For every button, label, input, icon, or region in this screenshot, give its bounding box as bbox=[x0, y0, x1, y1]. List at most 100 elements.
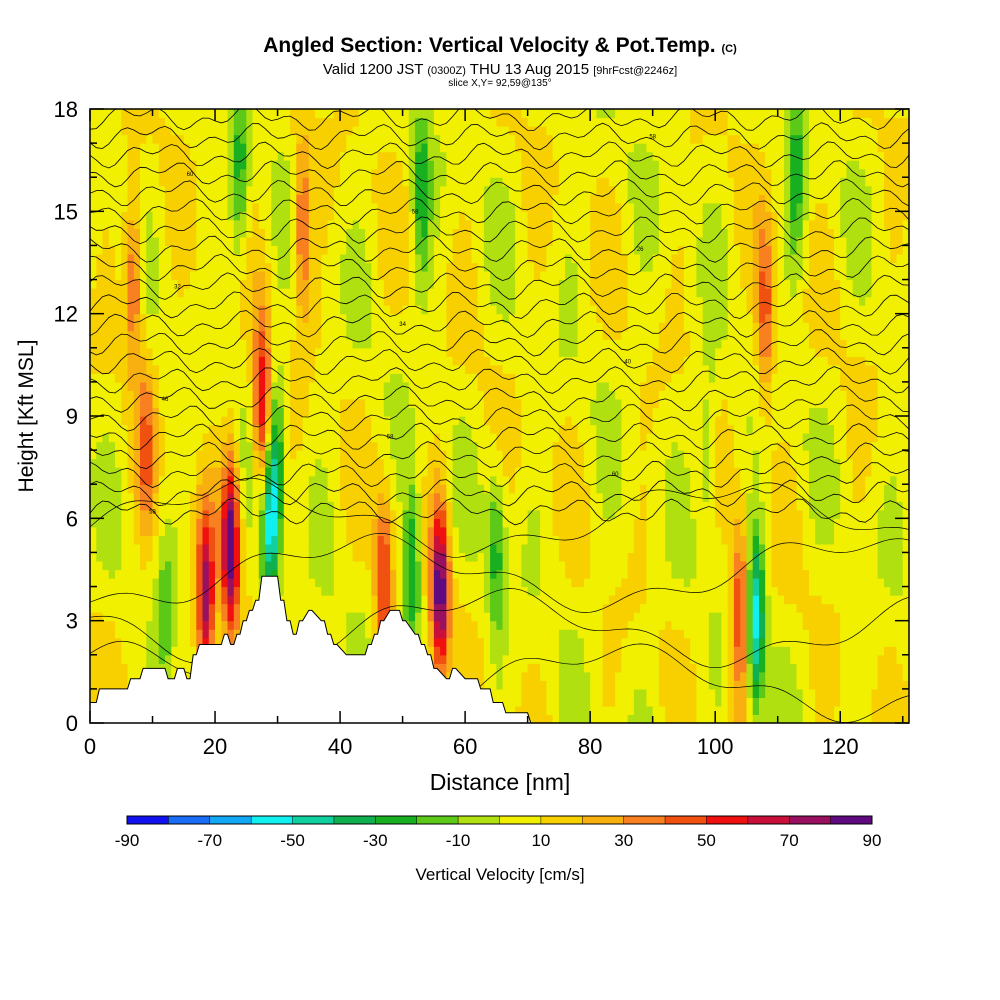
velocity-cell bbox=[258, 543, 266, 553]
velocity-cell bbox=[277, 330, 285, 340]
velocity-cell bbox=[465, 467, 472, 477]
velocity-cell bbox=[202, 347, 210, 357]
velocity-cell bbox=[402, 561, 410, 571]
velocity-cell bbox=[115, 151, 122, 161]
velocity-cell bbox=[433, 271, 441, 281]
velocity-cell bbox=[277, 407, 285, 417]
velocity-cell bbox=[90, 126, 97, 136]
velocity-cell bbox=[415, 450, 422, 460]
velocity-cell bbox=[465, 271, 472, 281]
velocity-cell bbox=[196, 637, 204, 647]
velocity-cell bbox=[252, 561, 260, 571]
velocity-cell bbox=[177, 578, 185, 588]
velocity-cell bbox=[221, 629, 229, 639]
velocity-cell bbox=[440, 637, 447, 647]
velocity-cell bbox=[390, 271, 397, 281]
velocity-cell bbox=[183, 433, 191, 443]
velocity-cell bbox=[158, 313, 166, 323]
velocity-cell bbox=[115, 228, 122, 238]
velocity-cell bbox=[465, 612, 472, 622]
velocity-cell bbox=[358, 433, 366, 443]
velocity-cell bbox=[140, 535, 147, 545]
velocity-cell bbox=[177, 526, 185, 536]
velocity-cell bbox=[496, 569, 504, 579]
velocity-cell bbox=[508, 586, 516, 596]
velocity-cell bbox=[396, 168, 404, 178]
velocity-cell bbox=[471, 586, 479, 596]
velocity-cell bbox=[233, 211, 241, 221]
velocity-cell bbox=[508, 202, 516, 212]
velocity-cell bbox=[446, 305, 454, 315]
velocity-cell bbox=[415, 262, 422, 272]
velocity-cell bbox=[302, 535, 310, 545]
velocity-cell bbox=[383, 458, 391, 468]
velocity-cell bbox=[108, 637, 116, 647]
velocity-cell bbox=[315, 492, 322, 502]
velocity-cell bbox=[133, 654, 141, 664]
velocity-cell bbox=[158, 518, 166, 528]
velocity-cell bbox=[346, 364, 354, 374]
velocity-cell bbox=[490, 467, 497, 477]
velocity-cell bbox=[427, 552, 435, 562]
velocity-cell bbox=[183, 211, 191, 221]
velocity-cell bbox=[102, 535, 110, 545]
velocity-cell bbox=[271, 313, 279, 323]
velocity-cell bbox=[483, 322, 491, 332]
velocity-cell bbox=[271, 433, 279, 443]
velocity-cell bbox=[227, 305, 235, 315]
velocity-cell bbox=[227, 364, 235, 374]
velocity-cell bbox=[390, 509, 397, 519]
velocity-cell bbox=[277, 467, 285, 477]
velocity-cell bbox=[215, 407, 222, 417]
velocity-cell bbox=[346, 492, 354, 502]
velocity-cell bbox=[258, 509, 266, 519]
velocity-cell bbox=[390, 569, 397, 579]
velocity-cell bbox=[315, 143, 322, 153]
velocity-cell bbox=[196, 407, 204, 417]
velocity-cell bbox=[108, 663, 116, 673]
velocity-cell bbox=[171, 117, 179, 127]
velocity-cell bbox=[496, 612, 504, 622]
velocity-cell bbox=[221, 254, 229, 264]
velocity-cell bbox=[233, 586, 241, 596]
velocity-cell bbox=[302, 441, 310, 451]
velocity-cell bbox=[365, 398, 372, 408]
velocity-cell bbox=[296, 595, 304, 605]
velocity-cell bbox=[265, 330, 272, 340]
velocity-cell bbox=[352, 177, 360, 187]
velocity-cell bbox=[158, 612, 166, 622]
velocity-cell bbox=[227, 254, 235, 264]
velocity-cell bbox=[433, 245, 441, 255]
velocity-cell bbox=[302, 484, 310, 494]
velocity-cell bbox=[277, 433, 285, 443]
velocity-cell bbox=[227, 509, 235, 519]
velocity-cell bbox=[296, 202, 304, 212]
velocity-cell bbox=[277, 484, 285, 494]
velocity-cell bbox=[183, 373, 191, 383]
velocity-cell bbox=[271, 330, 279, 340]
velocity-cell bbox=[365, 586, 372, 596]
velocity-cell bbox=[190, 552, 197, 562]
velocity-cell bbox=[458, 492, 466, 502]
velocity-cell bbox=[265, 398, 272, 408]
velocity-cell bbox=[171, 416, 179, 426]
velocity-cell bbox=[115, 288, 122, 298]
velocity-cell bbox=[377, 322, 385, 332]
velocity-cell bbox=[483, 254, 491, 264]
velocity-cell bbox=[283, 501, 291, 511]
velocity-cell bbox=[202, 569, 210, 579]
velocity-cell bbox=[208, 109, 216, 119]
velocity-cell bbox=[196, 262, 204, 272]
velocity-cell bbox=[452, 313, 460, 323]
velocity-cell bbox=[290, 595, 297, 605]
velocity-cell bbox=[315, 561, 322, 571]
velocity-cell bbox=[421, 578, 429, 588]
velocity-cell bbox=[258, 254, 266, 264]
velocity-cell bbox=[508, 680, 516, 690]
velocity-cell bbox=[183, 543, 191, 553]
velocity-cell bbox=[96, 279, 104, 289]
velocity-cell bbox=[227, 620, 235, 630]
velocity-cell bbox=[465, 450, 472, 460]
velocity-cell bbox=[221, 228, 229, 238]
velocity-cell bbox=[308, 279, 316, 289]
